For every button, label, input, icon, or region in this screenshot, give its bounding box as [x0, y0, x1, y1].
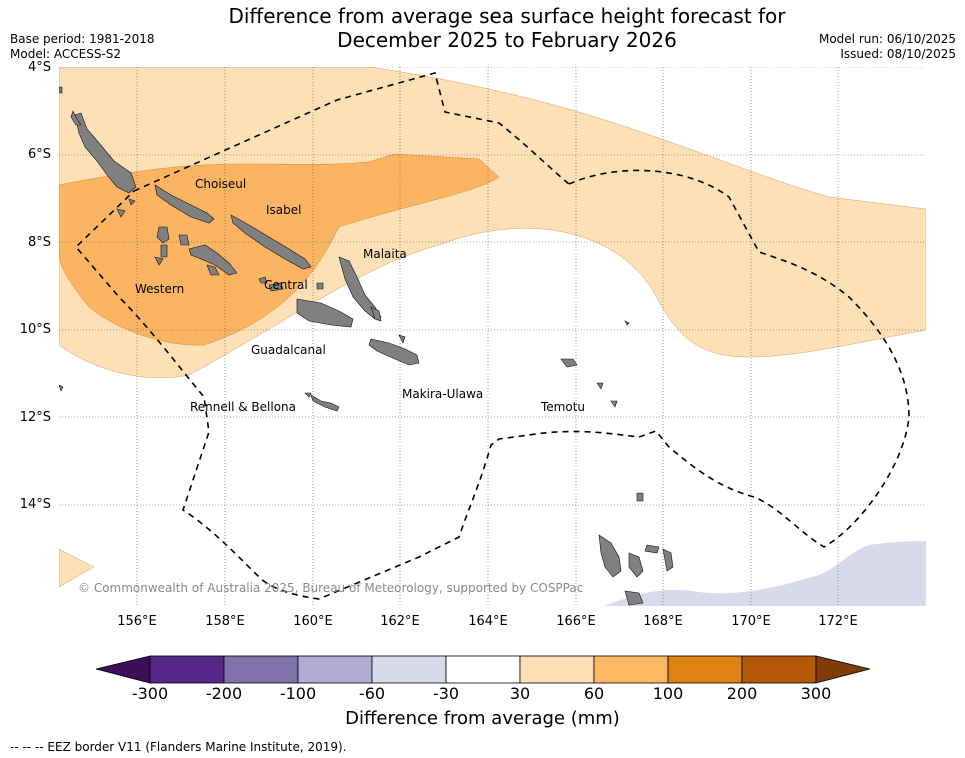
colorbar-extend-low [96, 655, 151, 684]
island-ranongga [160, 244, 168, 258]
island-gizo [154, 256, 164, 266]
island-pentecost [662, 548, 674, 572]
island-vanikoro [610, 400, 618, 408]
island-sw-islet [59, 384, 64, 392]
colorbar-tick: 60 [583, 684, 605, 703]
island-guadalcanal [296, 298, 354, 328]
colorbar-bin-neg60-neg30 [371, 655, 447, 684]
colorbar-label: Difference from average (mm) [345, 708, 620, 729]
island-nw-tip [59, 86, 63, 94]
model-name: Model: ACCESS-S2 [10, 47, 122, 61]
place-guadalcanal: Guadalcanal [251, 343, 326, 357]
place-central: Central [264, 278, 308, 292]
island-new-georgia [188, 244, 238, 276]
island-utupua [596, 382, 604, 390]
colorbar-tick: -200 [205, 684, 243, 703]
island-efate [624, 590, 644, 606]
lat-label-4s: 4°S [27, 60, 51, 75]
island-rennell [310, 394, 340, 412]
island-ambae [644, 544, 660, 554]
island-shortlands [116, 208, 126, 218]
colorbar-extend-high [815, 655, 870, 684]
island-ulawa [398, 334, 406, 344]
anomaly-band-neg30-neg60 [604, 541, 926, 606]
place-choiseul: Choiseul [195, 177, 247, 191]
colorbar [96, 655, 870, 684]
lon-label-160e: 160°E [293, 614, 333, 629]
lat-label-12s: 12°S [19, 410, 51, 425]
model-run: Model run: 06/10/2025 [818, 32, 956, 46]
anomaly-band-30-60-sw [59, 548, 95, 588]
colorbar-bin-neg100-neg60 [297, 655, 373, 684]
land-masses [59, 86, 674, 606]
colorbar-tick: 30 [509, 684, 531, 703]
place-western: Western [135, 282, 185, 296]
lon-label-164e: 164°E [468, 614, 508, 629]
island-bellona [304, 392, 312, 398]
colorbar-bin-100-200 [667, 655, 743, 684]
island-small-malaita [370, 306, 382, 322]
island-santa-cruz [560, 358, 578, 368]
issued-date: Issued: 08/10/2025 [840, 47, 956, 61]
eez-legend: -- -- -- EEZ border V11 (Flanders Marine… [10, 740, 347, 754]
lon-label-162e: 162°E [380, 614, 420, 629]
colorbar-bin-60-100 [593, 655, 669, 684]
island-kolombangara [178, 234, 190, 246]
title-line-2: December 2025 to February 2026 [337, 28, 677, 52]
lat-label-8s: 8°S [27, 235, 51, 250]
lat-label-6s: 6°S [27, 147, 51, 162]
place-isabel: Isabel [266, 203, 302, 217]
island-buka [70, 110, 82, 126]
island-makira [368, 338, 420, 366]
island-bougainville [74, 112, 137, 194]
eez-border [74, 72, 910, 600]
island-russell [258, 276, 268, 284]
colorbar-tick: 100 [652, 684, 684, 703]
colorbar-bin-neg300-neg200 [149, 655, 225, 684]
lon-label-156e: 156°E [117, 614, 157, 629]
colorbar-bin-neg200-neg100 [223, 655, 299, 684]
lat-label-14s: 14°S [19, 497, 51, 512]
colorbar-bin-200-300 [741, 655, 817, 684]
title-line-1: Difference from average sea surface heig… [228, 4, 786, 28]
map-title: Difference from average sea surface heig… [0, 4, 965, 52]
meta-left: Base period: 1981-2018 Model: ACCESS-S2 [10, 32, 155, 62]
colorbar-bin-neg30-30 [445, 655, 521, 684]
lon-label-166e: 166°E [556, 614, 596, 629]
colorbar-tick: -300 [131, 684, 169, 703]
island-rendova [206, 264, 220, 276]
island-espiritu-santo [598, 534, 622, 578]
island-malaita [338, 256, 382, 320]
island-isabel [230, 214, 312, 270]
island-savo [316, 282, 324, 290]
place-malaita: Malaita [363, 247, 407, 261]
colorbar-bin-30-60 [519, 655, 595, 684]
base-period: Base period: 1981-2018 [10, 32, 155, 46]
colorbar-tick: -60 [358, 684, 386, 703]
colorbar-tick: 300 [800, 684, 832, 703]
lon-label-170e: 170°E [731, 614, 771, 629]
lon-label-172e: 172°E [818, 614, 858, 629]
island-tikopia [624, 320, 630, 326]
island-choiseul [154, 184, 215, 224]
graticule [59, 67, 926, 606]
colorbar-tick: 200 [726, 684, 758, 703]
colorbar-tick: -100 [279, 684, 317, 703]
copyright-notice: © Commonwealth of Australia 2025, Bureau… [78, 581, 584, 595]
colorbar-tick: -30 [432, 684, 460, 703]
place-rennell-bellona: Rennell & Bellona [190, 400, 297, 414]
island-treasury [128, 198, 136, 206]
place-makira-ulawa: Makira-Ulawa [402, 387, 484, 401]
lon-label-158e: 158°E [205, 614, 245, 629]
lon-label-168e: 168°E [643, 614, 683, 629]
island-malakula [628, 552, 644, 578]
meta-right: Model run: 06/10/2025 Issued: 08/10/2025 [819, 32, 956, 62]
island-banks [636, 492, 644, 502]
island-vella-lavella [156, 226, 170, 244]
lat-label-10s: 10°S [19, 322, 51, 337]
sea-level-map [59, 67, 926, 606]
place-temotu: Temotu [541, 400, 586, 414]
island-florida [268, 282, 284, 292]
